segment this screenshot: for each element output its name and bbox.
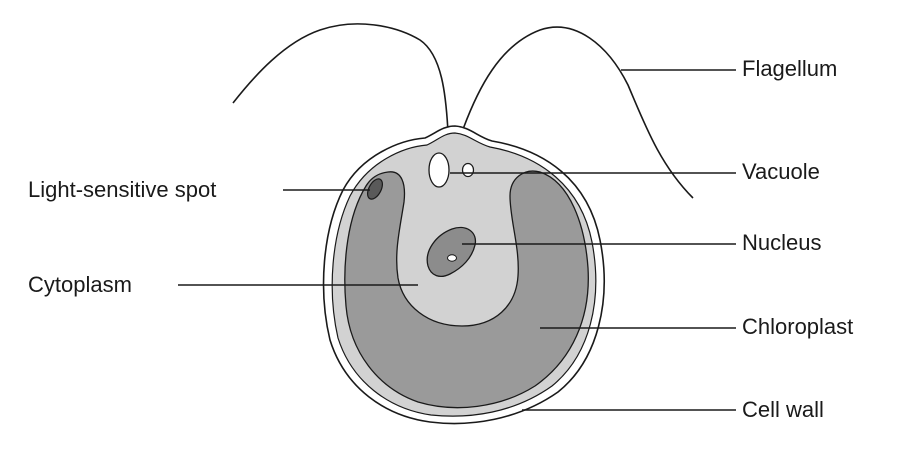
label-flagellum: Flagellum	[742, 56, 838, 81]
flagellum-left	[232, 23, 449, 133]
chloroplast	[344, 170, 589, 409]
label-chloroplast: Chloroplast	[742, 314, 854, 339]
nucleolus	[447, 254, 457, 262]
light-sensitive-spot	[367, 178, 383, 200]
label-vacuole: Vacuole	[742, 159, 820, 184]
vacuole-large	[428, 152, 450, 188]
nucleus	[426, 226, 477, 277]
label-light-sensitive-spot: Light-sensitive spot	[28, 177, 217, 202]
label-cytoplasm: Cytoplasm	[28, 272, 132, 297]
vacuole-small	[461, 162, 475, 178]
flagellum-right	[461, 26, 694, 199]
label-nucleus: Nucleus	[742, 230, 822, 255]
label-cell-wall: Cell wall	[742, 397, 824, 422]
